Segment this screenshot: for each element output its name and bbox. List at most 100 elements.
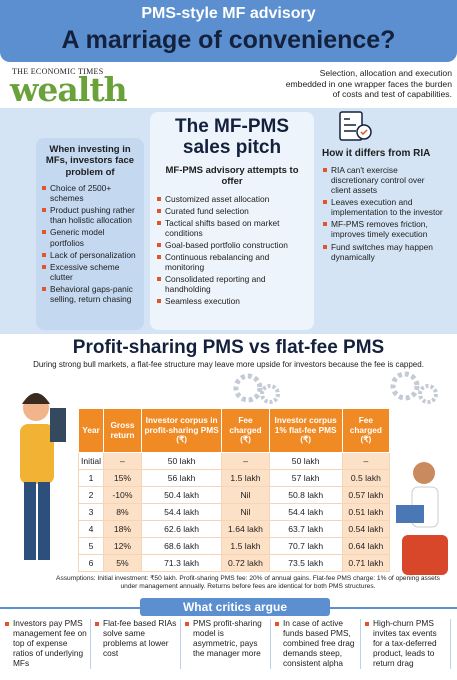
table-cell: 50.8 lakh — [268, 486, 343, 504]
table-cell: 68.6 lakh — [140, 537, 223, 555]
pitch-subtitle: MF-PMS advisory attempts to offer — [165, 164, 299, 188]
table-row: 4 18% 62.6 lakh 1.64 lakh 63.7 lakh 0.54 lakh — [77, 520, 391, 538]
person-illustration — [396, 462, 448, 575]
bullet-item: Choice of 2500+ schemes — [41, 183, 139, 203]
bullet-item: MF-PMS removes friction, improves timely… — [322, 219, 446, 239]
pitch-box: The MF-PMS sales pitch MF-PMS advisory a… — [150, 112, 314, 330]
table-cell: -10% — [103, 486, 142, 504]
bullet-item: Investors pay PMS management fee on top … — [4, 618, 91, 669]
table-cell: 1 — [77, 469, 105, 487]
table-body: Initial –50 lakh –50 lakh –1 15% 56 lakh 1.5 l… — [77, 452, 391, 572]
pitch-title: The MF-PMS sales pitch — [175, 116, 289, 158]
bullet-item: Consolidated reporting and handholding — [156, 274, 308, 294]
column-header: Investor corpus in profit-sharing PMS (₹… — [140, 408, 223, 453]
table-cell: 73.5 lakh — [268, 554, 343, 572]
table-cell: 1.5 lakh — [221, 537, 270, 555]
bullet-item: Goal-based portfolio construction — [156, 240, 308, 250]
bullet-item: PMS profit-sharing model is asymmetric, … — [184, 618, 271, 669]
table-row: 6 5% 71.3 lakh 0.72 lakh 73.5 lakh 0.71 lakh — [77, 554, 391, 572]
problems-heading: When investing in MFs, investors face pr… — [45, 144, 135, 178]
comparison-title: Profit-sharing PMS vs flat-fee PMS — [72, 337, 385, 358]
critics-heading: What critics argue — [140, 598, 330, 616]
bullet-item: Seamless execution — [156, 296, 308, 306]
bullet-item: Leaves execution and implementation to t… — [322, 197, 446, 217]
table-cell: Nil — [221, 486, 270, 504]
table-header: Year Gross return Investor corpus in profi… — [77, 408, 391, 453]
bullet-item: In case of active funds based PMS, combi… — [274, 618, 361, 669]
comparison-table: Year Gross return Investor corpus in profi… — [77, 408, 391, 572]
ria-heading: How it differs from RIA — [322, 148, 431, 159]
column-header: Fee charged (₹) — [341, 408, 391, 453]
bullet-item: Lack of personalization — [41, 250, 139, 260]
table-cell: 0.51 lakh — [341, 503, 391, 521]
table-cell: – — [341, 452, 391, 470]
bullet-item: Flat-fee based RIAs solve same problems … — [94, 618, 181, 669]
table-cell: 18% — [103, 520, 142, 538]
ria-box: How it differs from RIA RIA can't exerci… — [318, 148, 450, 264]
table-cell: 1.64 lakh — [221, 520, 270, 538]
table-cell: 54.4 lakh — [268, 503, 343, 521]
table-row: 2 -10% 50.4 lakh Nil 50.8 lakh 0.57 lakh — [77, 486, 391, 504]
table-cell: 6 — [77, 554, 105, 572]
bullet-item: RIA can't exercise discretionary control… — [322, 165, 446, 195]
column-header: Investor corpus 1% flat-fee PMS (₹) — [268, 408, 343, 453]
table-cell: 2 — [77, 486, 105, 504]
table-row: 1 15% 56 lakh 1.5 lakh 57 lakh 0.5 lakh — [77, 469, 391, 487]
bullet-item: Excessive scheme clutter — [41, 262, 139, 282]
table-cell: Nil — [221, 503, 270, 521]
table-cell: 0.71 lakh — [341, 554, 391, 572]
assumptions: Assumptions: Initial investment: ₹50 lak… — [56, 575, 440, 591]
table-cell: Initial — [77, 452, 105, 470]
table-cell: 63.7 lakh — [268, 520, 343, 538]
problems-list: Choice of 2500+ schemes Product pushing r… — [41, 183, 139, 304]
bullet-item: Generic model portfolios — [41, 227, 139, 248]
table-cell: 54.4 lakh — [140, 503, 223, 521]
table-cell: 0.72 lakh — [221, 554, 270, 572]
title: A marriage of convenience? — [61, 26, 396, 54]
table-cell: 0.57 lakh — [341, 486, 391, 504]
table-cell: – — [221, 452, 270, 470]
table-cell: 15% — [103, 469, 142, 487]
table-cell: 4 — [77, 520, 105, 538]
bullet-item: Tactical shifts based on market conditio… — [156, 218, 308, 238]
column-header: Fee charged (₹) — [221, 408, 270, 453]
table-cell: 50 lakh — [268, 452, 343, 470]
table-cell: – — [103, 452, 142, 470]
person-illustration — [20, 393, 66, 560]
intro: Selection, allocation and execution embe… — [285, 68, 452, 100]
kicker: PMS-style MF advisory — [141, 5, 316, 22]
bullet-item: Continuous rebalancing and monitoring — [156, 252, 308, 272]
table-cell: 3 — [77, 503, 105, 521]
bullet-item: Fund switches may happen dynamically — [322, 242, 446, 262]
bullet-item: Behavioral gaps-panic selling, return ch… — [41, 284, 139, 304]
table-cell: 8% — [103, 503, 142, 521]
bullet-item: High-churn PMS invites tax events for a … — [364, 618, 451, 669]
table-cell: 5% — [103, 554, 142, 572]
comparison-subtitle: During strong bull markets, a flat-fee s… — [33, 360, 424, 369]
banner: PMS-style MF advisory A marriage of conv… — [0, 0, 457, 62]
table-row: 5 12% 68.6 lakh 1.5 lakh 70.7 lakh 0.64 lakh — [77, 537, 391, 555]
table-cell: 57 lakh — [268, 469, 343, 487]
ria-list: RIA can't exercise discretionary control… — [322, 165, 446, 262]
table-cell: 5 — [77, 537, 105, 555]
table-cell: 1.5 lakh — [221, 469, 270, 487]
table-cell: 70.7 lakh — [268, 537, 343, 555]
masthead: THE ECONOMIC TIMES — [12, 67, 104, 76]
problems-box: When investing in MFs, investors face pr… — [36, 138, 144, 330]
brand-logo: wealth — [10, 70, 128, 109]
bullet-item: Curated fund selection — [156, 206, 308, 216]
gears — [233, 371, 438, 404]
column-header: Year — [77, 408, 105, 453]
bullet-item: Product pushing rather than holistic all… — [41, 205, 139, 225]
critics-list: Investors pay PMS management fee on top … — [4, 618, 454, 671]
table-cell: 71.3 lakh — [140, 554, 223, 572]
table-row: 3 8% 54.4 lakh Nil 54.4 lakh 0.51 lakh — [77, 503, 391, 521]
table-cell: 50.4 lakh — [140, 486, 223, 504]
table-row: Initial –50 lakh –50 lakh – — [77, 452, 391, 470]
table-cell: 62.6 lakh — [140, 520, 223, 538]
table-cell: 0.54 lakh — [341, 520, 391, 538]
table-cell: 50 lakh — [140, 452, 223, 470]
table-cell: 56 lakh — [140, 469, 223, 487]
ria-icon — [339, 111, 372, 141]
